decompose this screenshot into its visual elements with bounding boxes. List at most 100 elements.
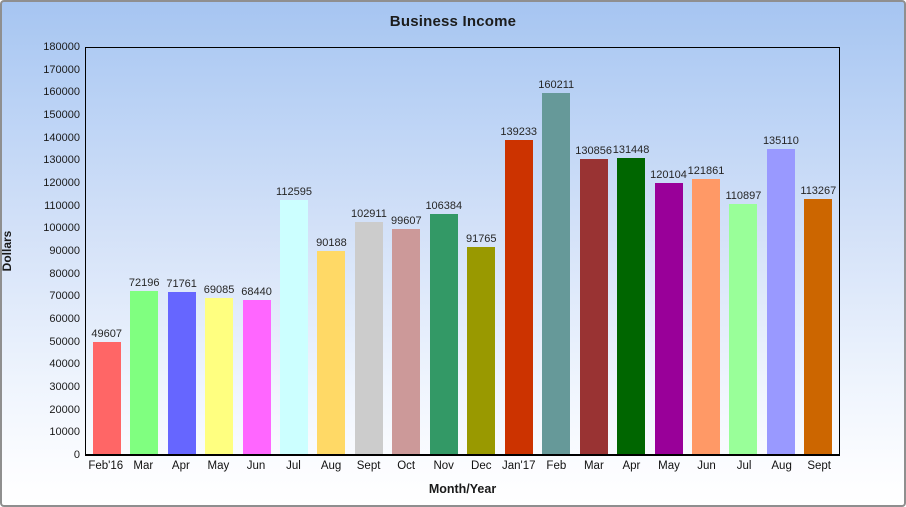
chart-title: Business Income	[389, 13, 517, 30]
x-axis-label: Month/Year	[428, 482, 497, 496]
bar-value-label: 71761	[166, 278, 197, 291]
bar	[467, 247, 496, 454]
x-tick-label: Mar	[133, 460, 154, 472]
y-tick-label: 110000	[44, 199, 80, 212]
bar-slot: 49607	[88, 48, 125, 454]
bar	[542, 92, 571, 454]
plot-area: 49607 72196 71761 69085 68440 112595 90188 1029…	[85, 47, 840, 456]
x-tick-label: Jun	[697, 460, 716, 472]
bar-slot: 71761	[163, 48, 200, 454]
bar-value-label: 110897	[725, 189, 762, 202]
bar	[242, 299, 271, 454]
bar-value-label: 131448	[612, 143, 650, 156]
bar-slot: 113267	[800, 48, 837, 454]
bar-value-label: 112595	[276, 186, 312, 199]
bar-slot: 90188	[313, 48, 350, 454]
x-tick-label: Apr	[171, 460, 190, 472]
bar-slot: 130856	[575, 48, 612, 454]
x-tick-label: Aug	[771, 460, 792, 472]
bar	[354, 221, 383, 454]
x-tick-label: Dec	[471, 460, 492, 472]
bar	[654, 183, 683, 454]
bar-value-label: 49607	[91, 328, 123, 341]
bar	[429, 214, 458, 454]
bar-value-label: 90188	[316, 236, 347, 249]
y-tick-label: 120000	[43, 177, 80, 189]
y-axis-ticks: 180000 170000 160000 150000 140000 130000 1200…	[2, 2, 80, 505]
bar-slot: 139233	[500, 48, 537, 454]
bar-value-label: 121861	[687, 165, 725, 178]
x-tick-label: Jul	[736, 460, 752, 472]
bar-slot: 68440	[238, 48, 275, 454]
y-tick-label: 80000	[49, 267, 80, 280]
x-tick-label: May	[658, 460, 680, 472]
bar	[504, 139, 533, 454]
bar-slot: 91765	[463, 48, 500, 454]
y-tick-label: 150000	[43, 109, 80, 121]
bar-slot: 110897	[725, 48, 762, 454]
bar	[130, 291, 159, 454]
bar	[279, 200, 308, 454]
bar	[392, 229, 421, 454]
bar-slot: 121861	[687, 48, 724, 454]
bar	[317, 250, 346, 454]
y-tick-label: 20000	[49, 403, 80, 416]
x-tick-label: Oct	[397, 460, 416, 472]
bar-value-label: 130856	[575, 144, 612, 157]
bar	[92, 342, 121, 454]
bar	[205, 298, 234, 454]
bar-value-label: 120104	[650, 169, 687, 182]
y-tick-label: 160000	[43, 86, 80, 99]
bar	[691, 179, 720, 454]
x-tick-label: Apr	[622, 460, 641, 472]
y-tick-label: 40000	[49, 358, 80, 371]
x-tick-label: Jun	[246, 460, 266, 472]
bar-value-label: 135110	[762, 135, 799, 148]
y-tick-label: 30000	[49, 381, 80, 393]
y-tick-label: 10000	[49, 426, 80, 439]
bar-value-label: 160211	[538, 78, 575, 91]
bar	[167, 292, 196, 454]
x-tick-label: Feb	[546, 460, 567, 472]
x-axis-ticks: Feb'16 Mar Apr May Jun Jul Aug Sept Oct Nov Dec Jan…	[85, 460, 840, 472]
bar	[804, 198, 833, 454]
bar	[766, 149, 795, 454]
bar-value-label: 68440	[241, 285, 272, 298]
y-tick-label: 140000	[43, 131, 80, 144]
bar-slot: 99607	[388, 48, 425, 454]
bar-slot: 131448	[612, 48, 649, 454]
bar-value-label: 72196	[128, 277, 160, 290]
bar	[729, 203, 758, 454]
bar-slot: 69085	[200, 48, 237, 454]
bar-value-label: 99607	[391, 215, 422, 228]
x-tick-label: May	[207, 460, 230, 472]
bar-value-label: 113267	[800, 184, 837, 197]
bar-value-label: 91765	[465, 233, 497, 246]
x-tick-label: Jan'17	[502, 460, 536, 472]
bar-slot: 120104	[650, 48, 687, 454]
bar-slot: 72196	[125, 48, 162, 454]
x-tick-label: Nov	[433, 460, 454, 472]
y-tick-label: 0	[73, 449, 80, 461]
x-tick-label: Mar	[583, 460, 604, 472]
bar-value-label: 69085	[203, 284, 235, 297]
bar-slot: 160211	[537, 48, 574, 454]
x-tick-label: Jul	[286, 460, 301, 472]
bar-slot: 106384	[425, 48, 462, 454]
bar	[617, 157, 646, 454]
x-tick-label: Aug	[320, 460, 342, 472]
bar-value-label: 106384	[425, 200, 463, 213]
y-tick-label: 60000	[49, 313, 80, 325]
y-tick-label: 130000	[43, 154, 80, 167]
bar-value-label: 102911	[350, 207, 387, 220]
y-tick-label: 70000	[49, 290, 80, 303]
x-tick-label: Feb'16	[88, 460, 124, 472]
bars-container: 49607 72196 71761 69085 68440 112595 90188 1029…	[86, 48, 839, 454]
bar-value-label: 139233	[500, 125, 538, 138]
bar-slot: 102911	[350, 48, 387, 454]
y-tick-label: 100000	[43, 222, 80, 235]
x-tick-label: Sept	[356, 460, 381, 472]
y-tick-label: 50000	[49, 335, 80, 348]
bar-slot: 135110	[762, 48, 799, 454]
